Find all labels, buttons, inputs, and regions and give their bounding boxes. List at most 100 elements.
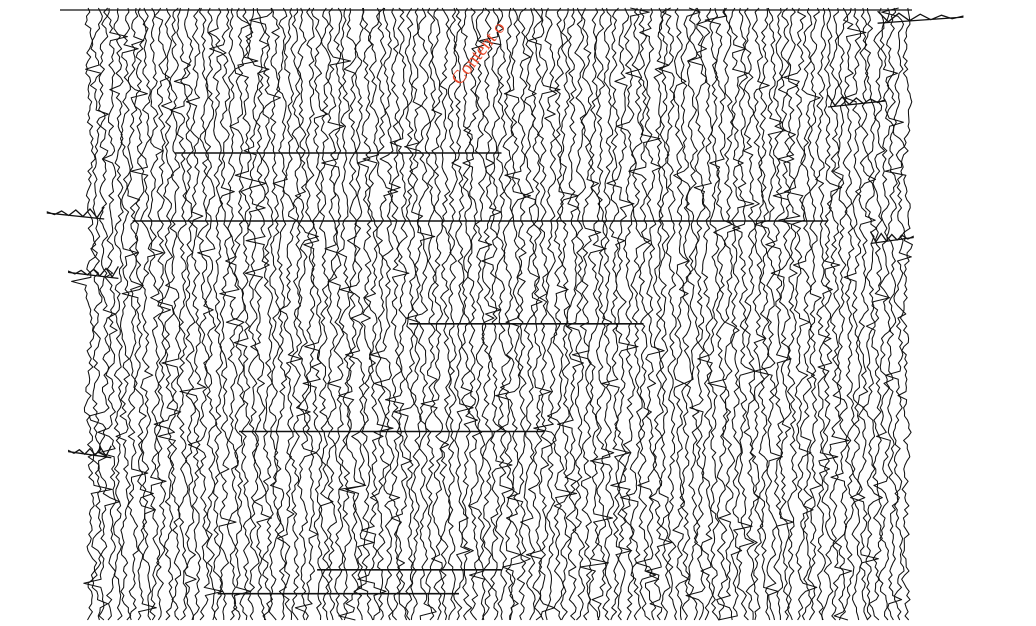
- trace-line: [732, 7, 756, 621]
- events-layer: [132, 152, 828, 595]
- trace-line: [792, 7, 821, 621]
- trace-line: [302, 7, 329, 621]
- trace-line: [115, 7, 139, 621]
- trace-line: [294, 7, 319, 621]
- spike-mark: [46, 206, 105, 220]
- trace-line: [208, 7, 227, 621]
- trace-line: [243, 7, 270, 621]
- spike-mark: [827, 94, 886, 108]
- trace-line: [697, 7, 721, 621]
- trace-line: [843, 7, 866, 621]
- traces-layer: [71, 7, 913, 621]
- trace-line: [289, 7, 311, 621]
- trace-line: [742, 7, 761, 621]
- trace-line: [546, 7, 578, 621]
- trace-line: [645, 7, 673, 621]
- trace-line: [85, 7, 109, 621]
- trace-line: [658, 8, 671, 621]
- trace-line: [409, 7, 436, 621]
- trace-line: [324, 7, 352, 621]
- trace-line: [209, 7, 237, 621]
- trace-line: [316, 7, 334, 621]
- trace-line: [520, 7, 543, 621]
- trace-line: [571, 7, 602, 621]
- trace-line: [338, 7, 367, 621]
- trace-line: [553, 7, 579, 621]
- spikes-layer: [46, 10, 964, 459]
- trace-line: [635, 7, 665, 621]
- trace-line: [277, 7, 303, 621]
- spike-mark: [869, 231, 914, 245]
- trace-line: [109, 7, 124, 621]
- trace-line: [883, 7, 903, 621]
- trace-line: [579, 7, 614, 621]
- trace-line: [830, 7, 849, 621]
- trace-line: [833, 7, 867, 621]
- trace-line: [447, 7, 458, 621]
- spike-mark: [68, 445, 112, 459]
- trace-line: [294, 7, 319, 621]
- trace-line: [758, 7, 779, 621]
- trace-line: [179, 7, 207, 621]
- trace-line: [219, 7, 245, 621]
- trace-line: [683, 7, 700, 621]
- trace-line: [439, 7, 452, 621]
- trace-line: [356, 7, 374, 621]
- trace-line: [462, 7, 486, 621]
- trace-line: [388, 7, 410, 621]
- trace-line: [533, 7, 558, 621]
- trace-line: [126, 7, 149, 621]
- trace-line: [249, 7, 281, 621]
- trace-line: [321, 7, 345, 621]
- trace-line: [754, 7, 787, 621]
- trace-line: [589, 7, 615, 621]
- trace-line: [384, 7, 413, 621]
- trace-line: [687, 7, 714, 621]
- trace-line: [591, 7, 615, 621]
- trace-line: [873, 7, 904, 621]
- trace-line: [187, 7, 224, 621]
- trace-line: [765, 7, 794, 620]
- trace-line: [173, 7, 197, 621]
- trace-line: [850, 7, 879, 621]
- trace-line: [404, 7, 437, 621]
- trace-line: [673, 7, 701, 621]
- trace-line: [672, 7, 690, 621]
- trace-line: [225, 7, 259, 621]
- trace-line: [424, 7, 438, 621]
- trace-line: [606, 7, 639, 621]
- trace-line: [339, 7, 375, 621]
- trace-line: [817, 7, 843, 621]
- trace-line: [862, 7, 883, 621]
- trace-line: [557, 7, 584, 621]
- trace-line: [268, 7, 282, 621]
- trace-line: [97, 7, 128, 621]
- trace-line: [393, 7, 417, 621]
- trace-line: [71, 7, 113, 621]
- trace-line: [420, 7, 450, 621]
- spike-mark: [877, 10, 964, 24]
- trace-line: [147, 7, 172, 621]
- trace-line: [601, 7, 633, 621]
- trace-line: [807, 7, 822, 621]
- trace-line: [750, 7, 770, 621]
- trace-line: [770, 7, 796, 621]
- trace-line: [479, 7, 513, 621]
- trace-line: [527, 7, 561, 621]
- trace-line: [460, 7, 479, 621]
- trace-line: [718, 7, 755, 621]
- trace-line: [610, 7, 650, 621]
- trace-line: [525, 7, 552, 621]
- trace-line: [357, 7, 394, 621]
- trace-line: [704, 7, 733, 621]
- trace-line: [451, 7, 474, 621]
- spike-mark: [68, 266, 119, 280]
- trace-line: [658, 7, 678, 621]
- trace-line: [494, 7, 514, 621]
- trace-line: [881, 7, 912, 621]
- trace-line: [169, 7, 191, 621]
- trace-line: [499, 7, 522, 621]
- trace-line: [865, 7, 891, 621]
- trace-line: [468, 7, 493, 621]
